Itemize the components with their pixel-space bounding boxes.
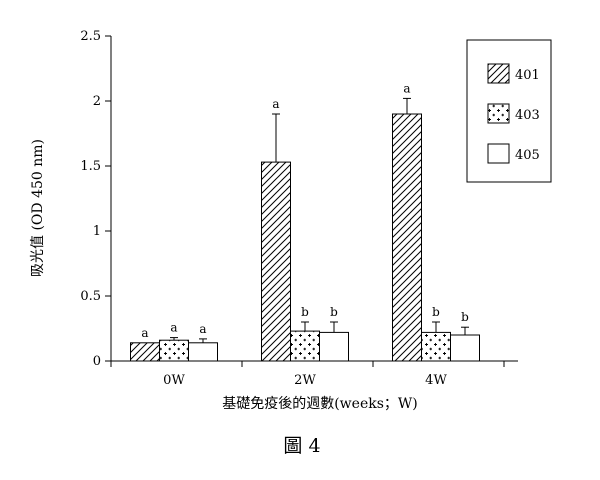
x-tick-label: 2W xyxy=(294,373,316,388)
significance-label-405-2W: b xyxy=(330,305,338,319)
y-axis-title: 吸光值 (OD 450 nm) xyxy=(30,139,46,277)
x-axis: 0W 2W 4W xyxy=(110,360,518,388)
y-tick-label: 1 xyxy=(93,224,101,239)
y-tick-label: 2.5 xyxy=(80,29,101,44)
legend-label-405: 405 xyxy=(515,148,540,163)
figure-caption: 圖 4 xyxy=(283,435,320,457)
y-axis: 0 0.5 1 1.5 2 2.5 xyxy=(80,29,112,369)
x-axis-title: 基礎免疫後的週數(weeks；W) xyxy=(222,395,418,412)
bars-layer: a a a a b b a b b xyxy=(130,81,480,362)
x-tick-label: 4W xyxy=(425,373,447,388)
legend-swatch-403 xyxy=(487,103,510,124)
bar-401-2W xyxy=(261,161,291,362)
significance-label-401-2W: a xyxy=(272,97,279,111)
legend-swatch-405 xyxy=(487,143,510,164)
bar-403-2W xyxy=(290,330,320,362)
y-tick-label: 0 xyxy=(93,354,101,369)
legend-label-403: 403 xyxy=(515,108,540,123)
legend: 401 403 405 xyxy=(466,39,552,183)
significance-label-405-4W: b xyxy=(461,310,469,324)
legend-swatch-401 xyxy=(487,63,510,84)
significance-label-403-0W: a xyxy=(170,321,177,335)
x-tick-label: 0W xyxy=(163,373,185,388)
bar-405-0W xyxy=(188,342,218,362)
bar-401-0W xyxy=(130,342,160,362)
significance-label-401-0W: a xyxy=(141,326,148,340)
significance-label-403-4W: b xyxy=(432,305,440,319)
bar-405-4W xyxy=(450,334,480,362)
bar-405-2W xyxy=(319,331,349,362)
significance-label-401-4W: a xyxy=(403,81,410,95)
y-tick-label: 1.5 xyxy=(80,159,101,174)
significance-label-405-0W: a xyxy=(199,322,206,336)
y-tick-label: 0.5 xyxy=(80,289,101,304)
bar-403-0W xyxy=(159,339,189,362)
legend-label-401: 401 xyxy=(515,68,540,83)
significance-label-403-2W: b xyxy=(301,305,309,319)
bar-403-4W xyxy=(421,331,451,362)
y-tick-label: 2 xyxy=(93,94,101,109)
bar-401-4W xyxy=(392,113,422,362)
